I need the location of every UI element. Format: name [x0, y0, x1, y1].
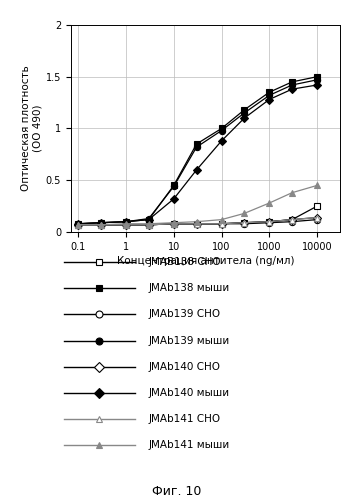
Y-axis label: Оптическая плотность
(ОО 490): Оптическая плотность (ОО 490) [21, 65, 43, 192]
X-axis label: Концентрация антитела (ng/мл): Концентрация антитела (ng/мл) [116, 256, 294, 266]
Text: JMAB138 СНО: JMAB138 СНО [149, 257, 221, 267]
Text: JMAb140 мыши: JMAb140 мыши [149, 388, 230, 398]
Text: JMAb139 СНО: JMAb139 СНО [149, 309, 221, 319]
Text: JMAb139 мыши: JMAb139 мыши [149, 335, 230, 346]
Text: Фиг. 10: Фиг. 10 [152, 485, 202, 498]
Text: JMAb140 СНО: JMAb140 СНО [149, 362, 221, 372]
Text: JMAb138 мыши: JMAb138 мыши [149, 283, 230, 293]
Text: JMAb141 СНО: JMAb141 СНО [149, 414, 221, 424]
Text: JMAb141 мыши: JMAb141 мыши [149, 440, 230, 451]
